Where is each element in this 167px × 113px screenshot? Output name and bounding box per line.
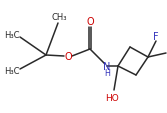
Text: H₃C: H₃C	[4, 67, 20, 76]
Text: H: H	[104, 69, 110, 78]
Text: N: N	[103, 61, 111, 71]
Text: F: F	[153, 32, 159, 42]
Text: H₃C: H₃C	[4, 31, 20, 40]
Text: HO: HO	[105, 94, 119, 103]
Text: O: O	[64, 52, 72, 61]
Text: O: O	[86, 17, 94, 27]
Text: CH₃: CH₃	[51, 13, 67, 22]
